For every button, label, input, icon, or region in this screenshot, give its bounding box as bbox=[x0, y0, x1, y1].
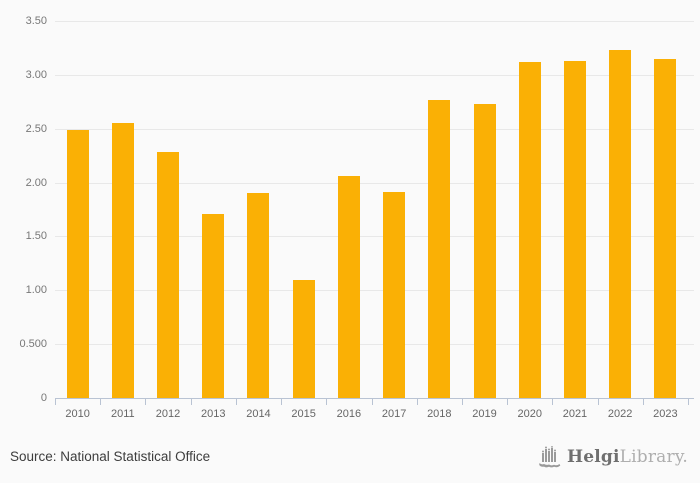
grid-line bbox=[55, 290, 694, 292]
x-axis-label-2010: 2010 bbox=[65, 408, 90, 420]
x-axis-tick bbox=[145, 399, 147, 405]
y-axis-tick-label: 2.00 bbox=[25, 176, 47, 189]
grid-line bbox=[55, 182, 694, 184]
x-axis-line bbox=[55, 398, 694, 399]
x-axis-tick bbox=[552, 399, 554, 405]
x-axis-label-2017: 2017 bbox=[381, 408, 407, 420]
y-axis-tick-label: 2.50 bbox=[25, 122, 47, 135]
grid-line bbox=[55, 236, 694, 238]
helgi-library-logo[interactable]: HelgiLibrary. bbox=[538, 445, 688, 468]
chart-footer: Source: National Statistical Office bbox=[0, 430, 700, 483]
x-axis-label-2021: 2021 bbox=[562, 408, 588, 420]
x-axis-tick bbox=[597, 399, 599, 405]
grid-line bbox=[55, 128, 694, 130]
y-axis-tick-label: 3.50 bbox=[25, 15, 47, 27]
x-axis-tick bbox=[190, 399, 192, 405]
bar-2020[interactable] bbox=[518, 61, 541, 398]
bar-2014[interactable] bbox=[247, 193, 270, 398]
bar-2023[interactable] bbox=[654, 58, 677, 398]
bar-2022[interactable] bbox=[609, 50, 632, 398]
x-axis-label-2022: 2022 bbox=[607, 408, 633, 420]
y-axis-tick-label: 3.00 bbox=[25, 68, 47, 81]
bar-2016[interactable] bbox=[337, 176, 360, 398]
bar-2021[interactable] bbox=[563, 60, 586, 398]
x-axis-tick bbox=[642, 399, 644, 405]
y-axis-tick-label: 0 bbox=[40, 392, 47, 404]
x-axis-tick bbox=[461, 399, 463, 405]
x-axis-tick bbox=[281, 399, 283, 405]
x-axis-tick bbox=[55, 399, 56, 405]
x-axis-label-2012: 2012 bbox=[155, 408, 181, 420]
bar-2012[interactable] bbox=[157, 152, 180, 398]
x-axis-label-2014: 2014 bbox=[246, 408, 271, 420]
x-axis-tick bbox=[371, 399, 373, 405]
bar-2011[interactable] bbox=[111, 123, 134, 398]
x-axis-label-2019: 2019 bbox=[472, 408, 497, 420]
bar-2015[interactable] bbox=[292, 279, 315, 398]
bar-chart: 3.50 3.00 2.50 2.00 1.50 1.00 0.500 0 2010 2011 2… bbox=[19, 15, 694, 420]
bar-2010[interactable] bbox=[66, 129, 89, 398]
bar-tower-icon bbox=[538, 445, 562, 468]
y-axis-tick-label: 0.500 bbox=[19, 338, 47, 351]
bar-2017[interactable] bbox=[383, 192, 406, 398]
bar-2019[interactable] bbox=[473, 103, 496, 398]
grid-line bbox=[55, 21, 694, 22]
x-axis-tick bbox=[235, 399, 237, 405]
x-axis-label-2016: 2016 bbox=[336, 408, 362, 420]
x-axis-label-2013: 2013 bbox=[201, 408, 226, 420]
x-axis-label-2018: 2018 bbox=[427, 408, 452, 420]
x-axis-label-2015: 2015 bbox=[291, 408, 316, 420]
logo-text-helgi: Helgi bbox=[566, 446, 620, 467]
grid-line bbox=[55, 344, 694, 346]
y-axis-tick-label: 1.50 bbox=[25, 230, 47, 243]
x-axis-tick bbox=[100, 399, 102, 405]
x-axis-tick bbox=[507, 399, 509, 405]
grid-line bbox=[55, 74, 694, 76]
x-axis-tick bbox=[416, 399, 418, 405]
x-axis-label-2011: 2011 bbox=[110, 408, 135, 420]
logo-text-library: Library. bbox=[619, 446, 688, 467]
x-axis-label-2020: 2020 bbox=[517, 408, 542, 420]
bar-2013[interactable] bbox=[202, 213, 225, 398]
source-attribution: Source: National Statistical Office bbox=[10, 449, 211, 464]
x-axis-tick bbox=[688, 399, 689, 405]
x-axis-label-2023: 2023 bbox=[653, 408, 678, 420]
logo-wordmark: HelgiLibrary. bbox=[567, 447, 688, 467]
x-axis-tick bbox=[326, 399, 328, 405]
y-axis-tick-label: 1.00 bbox=[25, 284, 47, 297]
bar-2018[interactable] bbox=[428, 99, 451, 398]
